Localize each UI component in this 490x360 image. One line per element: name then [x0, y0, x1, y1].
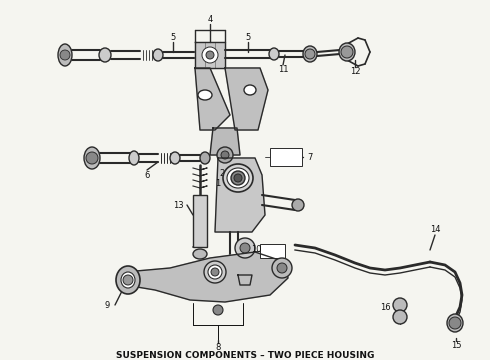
Circle shape: [217, 147, 233, 163]
Polygon shape: [195, 42, 225, 68]
Ellipse shape: [223, 164, 253, 192]
Circle shape: [449, 317, 461, 329]
Polygon shape: [120, 252, 288, 302]
Text: 3: 3: [227, 168, 233, 177]
Text: 10: 10: [251, 246, 261, 255]
Text: 9: 9: [104, 301, 110, 310]
Ellipse shape: [227, 168, 249, 188]
Text: 16: 16: [380, 303, 391, 312]
Ellipse shape: [204, 261, 226, 283]
Circle shape: [206, 51, 214, 59]
Circle shape: [393, 310, 407, 324]
Text: 14: 14: [430, 225, 440, 234]
Circle shape: [86, 152, 98, 164]
Circle shape: [277, 263, 287, 273]
Polygon shape: [225, 68, 268, 130]
Text: 6: 6: [145, 171, 149, 180]
Text: 12: 12: [350, 68, 360, 77]
Text: 4: 4: [207, 15, 213, 24]
Ellipse shape: [129, 151, 139, 165]
Text: 2: 2: [220, 168, 224, 177]
Text: 1: 1: [216, 179, 220, 188]
Ellipse shape: [116, 266, 140, 294]
Ellipse shape: [244, 85, 256, 95]
Bar: [193, 195, 207, 247]
Circle shape: [305, 49, 315, 59]
Text: SUSPENSION COMPONENTS – TWO PIECE HOUSING: SUSPENSION COMPONENTS – TWO PIECE HOUSIN…: [116, 351, 374, 360]
Polygon shape: [238, 275, 252, 285]
Text: 8: 8: [215, 342, 221, 351]
Text: 7: 7: [307, 153, 313, 162]
Ellipse shape: [153, 49, 163, 61]
Circle shape: [213, 305, 223, 315]
Circle shape: [60, 50, 70, 60]
Circle shape: [202, 47, 218, 63]
Circle shape: [231, 171, 245, 185]
Polygon shape: [210, 128, 240, 155]
Ellipse shape: [193, 249, 207, 259]
Ellipse shape: [99, 48, 111, 62]
Bar: [260, 244, 285, 258]
Bar: [270, 148, 302, 166]
Text: 5: 5: [245, 33, 250, 42]
Ellipse shape: [84, 147, 100, 169]
Text: 11: 11: [278, 66, 288, 75]
Circle shape: [292, 199, 304, 211]
Ellipse shape: [58, 44, 72, 66]
Text: 15: 15: [451, 341, 461, 350]
Polygon shape: [195, 68, 230, 130]
Ellipse shape: [303, 46, 317, 62]
Circle shape: [393, 298, 407, 312]
Ellipse shape: [447, 314, 463, 332]
Ellipse shape: [170, 152, 180, 164]
Circle shape: [272, 258, 292, 278]
Ellipse shape: [121, 272, 135, 288]
Text: 13: 13: [172, 201, 183, 210]
Circle shape: [211, 268, 219, 276]
Circle shape: [123, 275, 133, 285]
Circle shape: [234, 174, 242, 182]
Circle shape: [341, 46, 353, 58]
Ellipse shape: [208, 265, 222, 279]
Circle shape: [240, 243, 250, 253]
Circle shape: [235, 238, 255, 258]
Ellipse shape: [269, 48, 279, 60]
Ellipse shape: [198, 90, 212, 100]
Text: 5: 5: [171, 33, 175, 42]
Polygon shape: [215, 158, 265, 232]
Ellipse shape: [200, 152, 210, 164]
Ellipse shape: [339, 43, 355, 61]
Circle shape: [221, 151, 229, 159]
